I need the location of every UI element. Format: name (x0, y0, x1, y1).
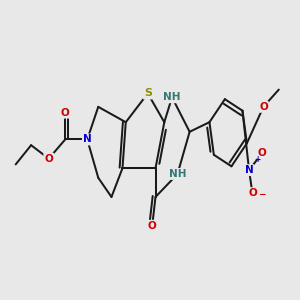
Text: O: O (148, 221, 157, 231)
Text: N: N (83, 134, 92, 145)
Text: O: O (259, 102, 268, 112)
Text: NH: NH (163, 92, 181, 102)
Text: +: + (255, 155, 261, 164)
Text: O: O (248, 188, 257, 198)
Text: N: N (245, 165, 254, 175)
Text: S: S (144, 88, 152, 98)
Text: O: O (61, 108, 70, 118)
Text: NH: NH (169, 169, 186, 179)
Text: O: O (258, 148, 267, 158)
Text: O: O (44, 154, 53, 164)
Text: −: − (258, 190, 266, 199)
